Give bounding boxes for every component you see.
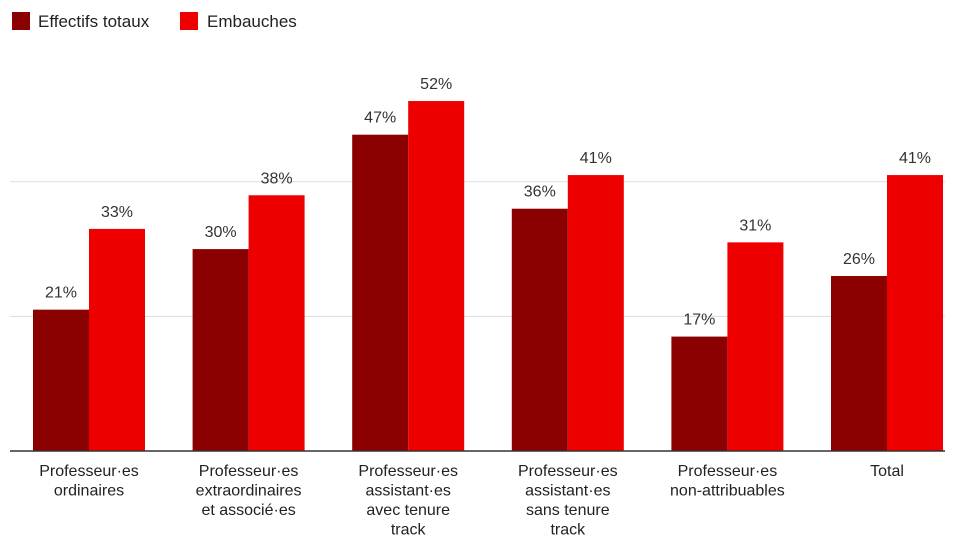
category-label: assistant·es [366, 483, 451, 500]
category-label: Professeur·es [358, 463, 458, 480]
bar-value-label: 52% [420, 76, 452, 93]
category-label: Professeur·es [199, 463, 299, 480]
bar-effectifs [192, 249, 249, 451]
category-label: avec tenure [366, 502, 450, 519]
bar-effectifs [33, 309, 89, 451]
category-label: Professeur·es [518, 463, 618, 480]
legend-label-embauches: Embauches [207, 12, 297, 31]
bar-value-label: 36% [524, 184, 556, 201]
legend: Effectifs totaux Embauches [12, 12, 297, 31]
bar-value-label: 41% [899, 150, 931, 167]
bar-effectifs [831, 276, 887, 451]
bar-value-label: 47% [364, 110, 396, 127]
gridlines [10, 181, 945, 317]
category-label: et associé·es [201, 502, 295, 519]
bar-embauches [567, 175, 624, 451]
category-label: track [550, 522, 586, 539]
legend-label-effectifs: Effectifs totaux [38, 12, 150, 31]
bar-value-label: 31% [739, 217, 771, 234]
bar-value-label: 21% [45, 285, 77, 302]
bar-embauches [887, 175, 943, 451]
bar-effectifs [671, 336, 728, 451]
bar-embauches [727, 242, 784, 451]
category-label: sans tenure [526, 502, 610, 519]
category-label: track [391, 522, 427, 539]
category-label: assistant·es [525, 483, 610, 500]
bar-value-label: 30% [205, 224, 237, 241]
category-label: Professeur·es [39, 463, 139, 480]
bar-effectifs [352, 134, 409, 451]
category-label: non-attribuables [670, 483, 785, 500]
category-label: ordinaires [54, 483, 124, 500]
bar-embauches [89, 228, 145, 451]
category-labels: Professeur·es ordinaires Professeur·es extr… [39, 463, 904, 539]
category-label: extraordinaires [196, 483, 302, 500]
bar-embauches [408, 101, 465, 451]
bar-value-label: 38% [261, 170, 293, 187]
value-labels: 21% 33% 30% 38% 47% 52% 36% 41% 17% 31% 26% 41% [45, 76, 931, 329]
bar-value-label: 17% [683, 312, 715, 329]
bar-effectifs [511, 208, 568, 451]
legend-swatch-effectifs [12, 12, 30, 30]
legend-swatch-embauches [180, 12, 198, 30]
category-label: Professeur·es [678, 463, 778, 480]
category-label: Total [870, 463, 904, 480]
bar-value-label: 33% [101, 204, 133, 221]
bar-embauches [248, 195, 305, 451]
bar-value-label: 26% [843, 251, 875, 268]
bar-value-label: 41% [580, 150, 612, 167]
bars [33, 101, 943, 451]
